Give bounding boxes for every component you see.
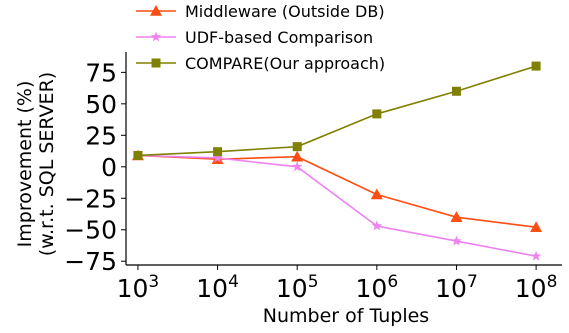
x-tick-base: 10 — [356, 274, 388, 303]
data-point — [452, 87, 461, 96]
y-tick-label: −50 — [64, 216, 117, 245]
data-point — [372, 109, 381, 118]
x-tick-label: 106 — [356, 272, 399, 303]
legend-entry-0: Middleware (Outside DB) — [136, 2, 385, 21]
series-1 — [133, 150, 542, 261]
data-point — [213, 147, 222, 156]
x-tick-exponent: 4 — [228, 272, 239, 292]
data-point — [531, 251, 541, 261]
y-axis-label: Improvement (%) (w.r.t. SQL SERVER) — [14, 72, 58, 256]
x-tick-label: 105 — [276, 272, 319, 303]
x-tick-base: 10 — [435, 274, 467, 303]
legend-entry-1: UDF-based Comparison — [136, 28, 373, 47]
y-tick-label: 50 — [85, 90, 117, 119]
x-tick-exponent: 3 — [148, 272, 159, 292]
x-tick-exponent: 6 — [387, 272, 398, 292]
legend-label: UDF-based Comparison — [185, 28, 373, 47]
x-tick-label: 107 — [435, 272, 478, 303]
legend-entry-2: COMPARE(Our approach) — [136, 54, 385, 73]
data-point — [451, 236, 461, 246]
data-point — [133, 151, 142, 160]
x-tick-base: 10 — [117, 274, 149, 303]
data-point — [293, 142, 302, 151]
series-0 — [132, 149, 542, 232]
x-tick-exponent: 8 — [547, 272, 558, 292]
plot-area — [132, 62, 542, 261]
y-tick-label: −75 — [64, 247, 117, 276]
x-tick-label: 108 — [515, 272, 558, 303]
y-axis-label-line-1: Improvement (%) — [14, 81, 36, 248]
y-tick-label: −25 — [64, 184, 117, 213]
y-tick-label: 25 — [85, 121, 117, 150]
x-tick-base: 10 — [196, 274, 228, 303]
series-line — [138, 66, 536, 155]
series-line — [138, 155, 536, 256]
legend: Middleware (Outside DB) UDF-based Compari… — [136, 2, 385, 73]
x-axis-label: Number of Tuples — [263, 305, 429, 327]
legend-marker — [152, 59, 161, 68]
y-axis-label-line-2: (w.r.t. SQL SERVER) — [36, 72, 58, 256]
y-tick-label: 75 — [85, 58, 117, 87]
data-point — [532, 62, 541, 71]
x-tick-base: 10 — [276, 274, 308, 303]
legend-marker — [151, 32, 161, 42]
x-tick-exponent: 7 — [467, 272, 478, 292]
series-2 — [133, 62, 540, 160]
y-tick-label: 0 — [101, 153, 117, 182]
x-tick-base: 10 — [515, 274, 547, 303]
series-line — [138, 155, 536, 227]
data-point — [372, 220, 382, 230]
x-tick-exponent: 5 — [308, 272, 319, 292]
x-tick-label: 104 — [196, 272, 239, 303]
data-point — [371, 188, 383, 199]
legend-label: COMPARE(Our approach) — [185, 54, 385, 73]
x-tick-label: 103 — [117, 272, 160, 303]
legend-label: Middleware (Outside DB) — [185, 2, 385, 21]
